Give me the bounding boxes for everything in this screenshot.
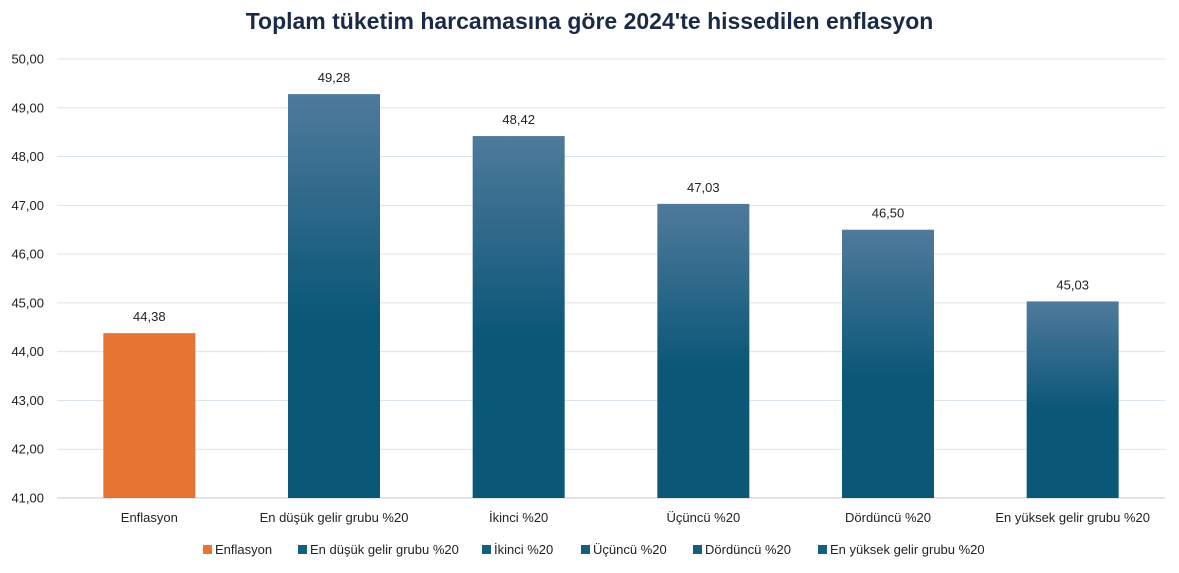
y-tick-label: 47,00 — [11, 198, 44, 213]
y-tick-label: 41,00 — [11, 491, 44, 506]
bar — [288, 94, 380, 499]
y-tick-label: 45,00 — [11, 295, 44, 310]
data-label: 45,03 — [1056, 277, 1089, 292]
data-label: 48,42 — [502, 112, 535, 127]
y-tick-label: 49,00 — [11, 100, 44, 115]
legend-swatch — [581, 545, 590, 554]
legend-swatch — [693, 545, 702, 554]
x-category-label: İkinci %20 — [489, 510, 548, 525]
y-axis-ticks: 41,00 42,00 43,00 44,00 45,00 46,00 47,00 48,00… — [11, 52, 44, 506]
legend-swatch — [203, 545, 212, 554]
y-tick-label: 44,00 — [11, 344, 44, 359]
legend-label: En yüksek gelir grubu %20 — [830, 542, 985, 557]
bar — [472, 136, 565, 498]
legend-label: İkinci %20 — [494, 542, 553, 557]
legend-label: En düşük gelir grubu %20 — [310, 542, 459, 557]
x-category-label: Enflasyon — [121, 510, 178, 525]
legend-label: Üçüncü %20 — [593, 542, 667, 557]
x-category-label: En düşük gelir grubu %20 — [260, 510, 409, 525]
x-axis-labels: Enflasyon En düşük gelir grubu %20 İkinci … — [121, 510, 1150, 525]
x-category-label: En yüksek gelir grubu %20 — [995, 510, 1150, 525]
bars — [103, 94, 1119, 499]
bar — [103, 333, 196, 498]
legend-swatch — [818, 545, 827, 554]
y-tick-label: 48,00 — [11, 149, 44, 164]
data-label: 47,03 — [687, 180, 720, 195]
legend-swatch — [298, 545, 307, 554]
legend-label: Dördüncü %20 — [705, 542, 791, 557]
data-label: 46,50 — [872, 206, 905, 221]
y-tick-label: 46,00 — [11, 247, 44, 262]
bar — [1026, 301, 1119, 498]
y-tick-label: 43,00 — [11, 393, 44, 408]
data-label: 49,28 — [318, 70, 351, 85]
data-labels: 44,38 49,28 48,42 47,03 46,50 45,03 — [133, 70, 1089, 324]
data-label: 44,38 — [133, 309, 166, 324]
legend: Enflasyon En düşük gelir grubu %20 İkinci … — [203, 542, 985, 557]
x-category-label: Dördüncü %20 — [845, 510, 931, 525]
chart-title: Toplam tüketim harcamasına göre 2024'te … — [245, 8, 934, 34]
bar — [657, 203, 750, 498]
y-tick-label: 50,00 — [11, 52, 44, 67]
x-category-label: Üçüncü %20 — [666, 510, 740, 525]
bar — [842, 229, 934, 498]
gridlines — [57, 58, 1165, 499]
legend-label: Enflasyon — [215, 542, 272, 557]
y-tick-label: 42,00 — [11, 442, 44, 457]
legend-swatch — [482, 545, 491, 554]
